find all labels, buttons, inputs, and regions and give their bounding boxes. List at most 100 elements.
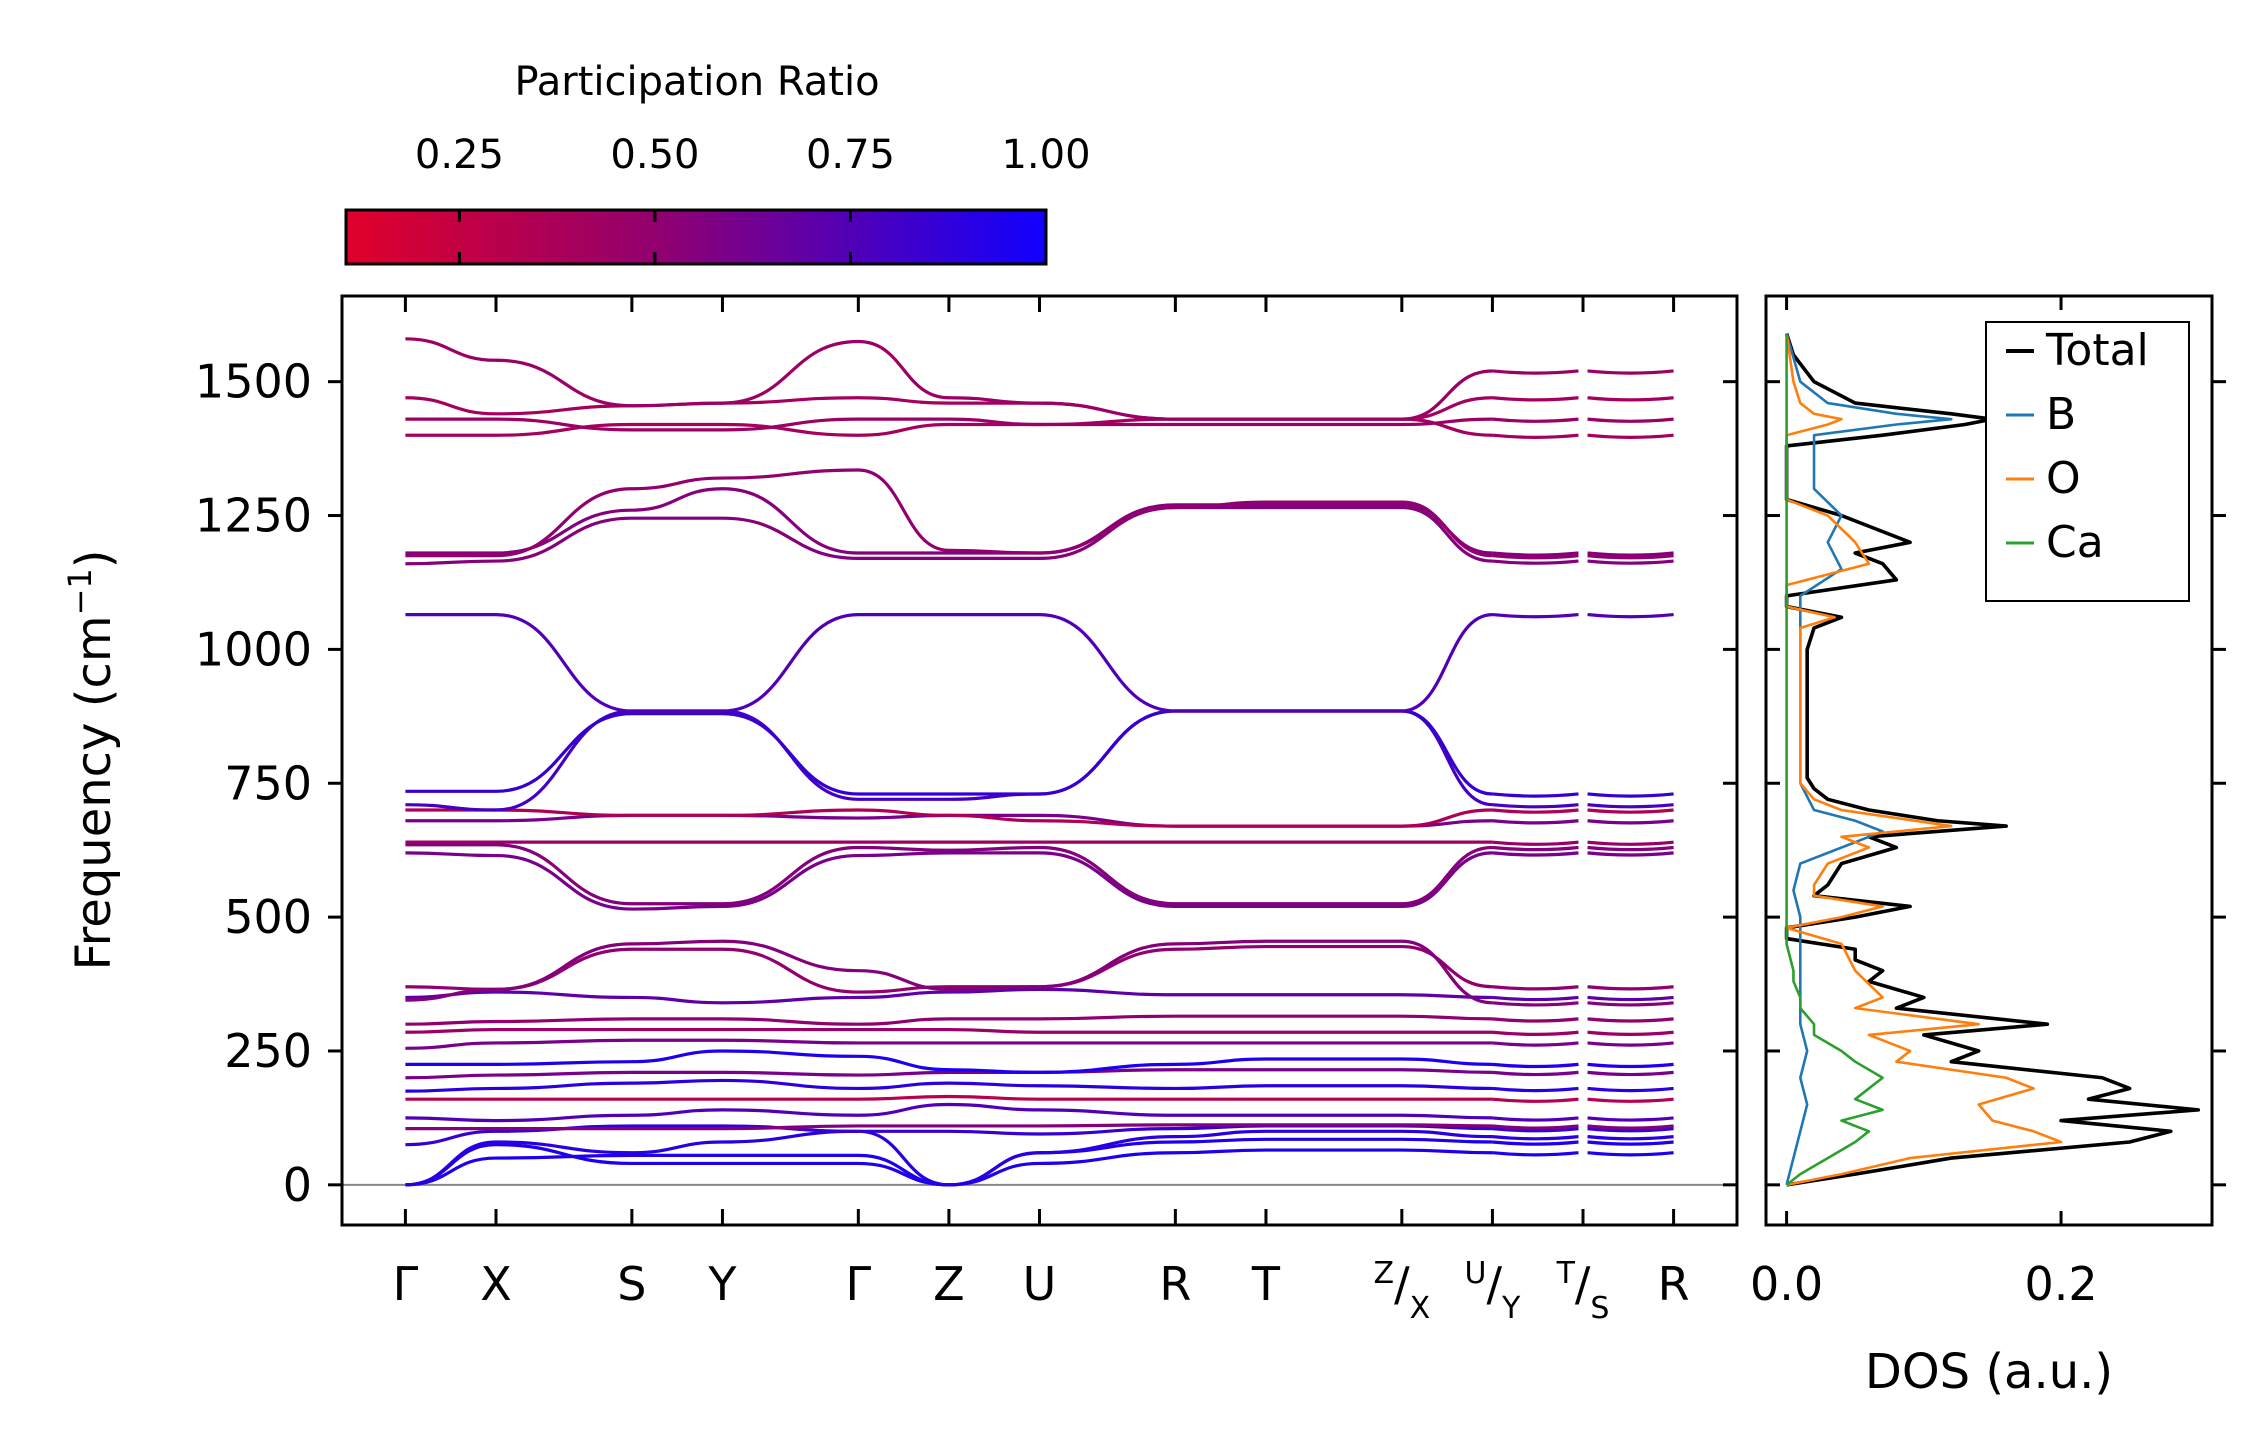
phonon-band-segment bbox=[1587, 433, 1674, 439]
phonon-band-segment bbox=[1492, 840, 1579, 846]
phonon-band bbox=[405, 1094, 1493, 1101]
colorbar-ticks: 0.25 0.50 0.75 1.00 bbox=[415, 132, 1091, 264]
phonon-band-segment bbox=[1492, 792, 1579, 798]
phonon-band-segment bbox=[1587, 1151, 1674, 1157]
legend-label-b: B bbox=[2046, 389, 2076, 440]
kpath-labels: Γ X S Y Γ Z U R T R Z/X U/Y T/S bbox=[393, 1256, 1690, 1326]
phonon-band-segment bbox=[1492, 1140, 1579, 1146]
phonon-band-segment bbox=[1587, 551, 1674, 557]
phonon-band bbox=[405, 612, 1493, 713]
phonon-band-segment bbox=[1587, 1135, 1674, 1141]
phonon-band bbox=[405, 808, 1493, 828]
y-tick-label: 250 bbox=[224, 1024, 312, 1078]
y-tick-label: 1250 bbox=[195, 489, 312, 543]
phonon-band-segment bbox=[1492, 845, 1579, 852]
phonon-band-segment bbox=[1492, 1135, 1579, 1141]
phonon-band-segment bbox=[1492, 1116, 1579, 1122]
phonon-band-segment bbox=[1492, 985, 1579, 991]
phonon-band-segment bbox=[1492, 433, 1579, 439]
phonon-band-segment bbox=[1492, 1062, 1579, 1069]
phonon-band-segment bbox=[1492, 612, 1579, 619]
dos-x-axis-label: DOS (a.u.) bbox=[1865, 1344, 2113, 1400]
phonon-band-segment bbox=[1587, 1127, 1674, 1133]
phonon-band bbox=[405, 987, 1493, 1005]
kpath-label: U/Y bbox=[1465, 1256, 1521, 1326]
phonon-band-segment bbox=[1587, 808, 1674, 814]
phonon-band-segment bbox=[1587, 369, 1674, 375]
phonon-band-segment bbox=[1492, 551, 1579, 557]
phonon-band bbox=[405, 1143, 1493, 1187]
phonon-band-segment bbox=[1587, 819, 1674, 825]
phonon-band-segment bbox=[1492, 1001, 1579, 1007]
phonon-band bbox=[405, 417, 1493, 437]
phonon-band bbox=[405, 1129, 1493, 1187]
band-structure-panel: 0 250 500 750 1000 1250 1500 Γ X S Y Γ Z U R T R Z/X U/Y T… bbox=[61, 294, 2226, 1326]
y-tick-label: 0 bbox=[283, 1158, 312, 1212]
legend-label-o: O bbox=[2046, 453, 2081, 504]
phonon-band-segment bbox=[1492, 1030, 1579, 1036]
y-tick-label: 1500 bbox=[195, 355, 312, 409]
phonon-band-segment bbox=[1587, 1041, 1674, 1047]
phonon-band bbox=[405, 417, 1493, 432]
phonon-band bbox=[405, 1102, 1493, 1123]
phonon-band bbox=[405, 1137, 1493, 1187]
phonon-band-segment bbox=[1587, 840, 1674, 846]
phonon-band bbox=[405, 1078, 1493, 1093]
phonon-band bbox=[405, 1014, 1493, 1026]
colorbar-title: Participation Ratio bbox=[514, 59, 879, 105]
phonon-band bbox=[405, 1038, 1493, 1050]
phonon-band-segment bbox=[1492, 1070, 1579, 1077]
phonon-band bbox=[405, 813, 1493, 828]
phonon-band-segment bbox=[1492, 803, 1579, 809]
colorbar-tick-label: 1.00 bbox=[1001, 132, 1090, 178]
colorbar-strip bbox=[344, 208, 1048, 266]
kpath-label: Γ bbox=[393, 1257, 419, 1311]
phonon-bands bbox=[405, 337, 1674, 1187]
phonon-band-segment bbox=[1587, 803, 1674, 809]
dos-curves bbox=[1784, 332, 2201, 1187]
phonon-band bbox=[405, 944, 1493, 994]
phonon-band bbox=[405, 396, 1493, 421]
phonon-band bbox=[405, 468, 1493, 558]
phonon-band-segment bbox=[1587, 792, 1674, 798]
phonon-band-segment bbox=[1587, 985, 1674, 991]
phonon-band-segment bbox=[1587, 995, 1674, 1002]
phonon-band-segment bbox=[1587, 1140, 1674, 1146]
phonon-band-segment bbox=[1492, 1097, 1579, 1103]
legend-label-total: Total bbox=[2045, 325, 2149, 376]
phonon-band-segment bbox=[1587, 1097, 1674, 1103]
phonon-band-segment bbox=[1492, 1127, 1579, 1133]
phonon-band bbox=[405, 505, 1493, 566]
phonon-band bbox=[405, 1123, 1493, 1131]
phonon-band bbox=[405, 1049, 1493, 1075]
phonon-band-segment bbox=[1492, 1017, 1579, 1023]
phonon-band-segment bbox=[1492, 851, 1579, 857]
colorbar-tick-label: 0.75 bbox=[806, 132, 895, 178]
kpath-label: R bbox=[1658, 1257, 1690, 1311]
kpath-label: T/S bbox=[1556, 1256, 1610, 1326]
phonon-band-segment bbox=[1492, 808, 1579, 814]
phonon-band-segment bbox=[1492, 819, 1579, 825]
y-axis-label: Frequency (cm−1) bbox=[61, 549, 122, 970]
phonon-band-segment bbox=[1587, 1124, 1674, 1130]
kpath-label: S bbox=[617, 1257, 646, 1311]
phonon-band-segment bbox=[1587, 1001, 1674, 1007]
phonon-band bbox=[405, 843, 1493, 906]
legend-label-ca: Ca bbox=[2046, 517, 2104, 568]
phonon-band-segment bbox=[1587, 559, 1674, 565]
phonon-band-segment bbox=[1587, 1070, 1674, 1077]
phonon-band-segment bbox=[1587, 554, 1674, 560]
phonon-band-segment bbox=[1587, 1116, 1674, 1122]
dos-axis-ticks: 0.0 0.2 bbox=[1750, 296, 2098, 1311]
phonon-band-segment bbox=[1587, 851, 1674, 857]
phonon-band-segment bbox=[1492, 1124, 1579, 1130]
phonon-band-segment bbox=[1492, 1041, 1579, 1047]
dos-x-tick-label: 0.2 bbox=[2024, 1257, 2097, 1311]
kpath-label: U bbox=[1023, 1257, 1057, 1311]
phonon-band-segment bbox=[1492, 559, 1579, 565]
phonon-band-segment bbox=[1587, 1086, 1674, 1093]
kpath-label: R bbox=[1159, 1257, 1191, 1311]
phonon-band-segment bbox=[1492, 396, 1579, 402]
phonon-band-segment bbox=[1587, 1030, 1674, 1036]
